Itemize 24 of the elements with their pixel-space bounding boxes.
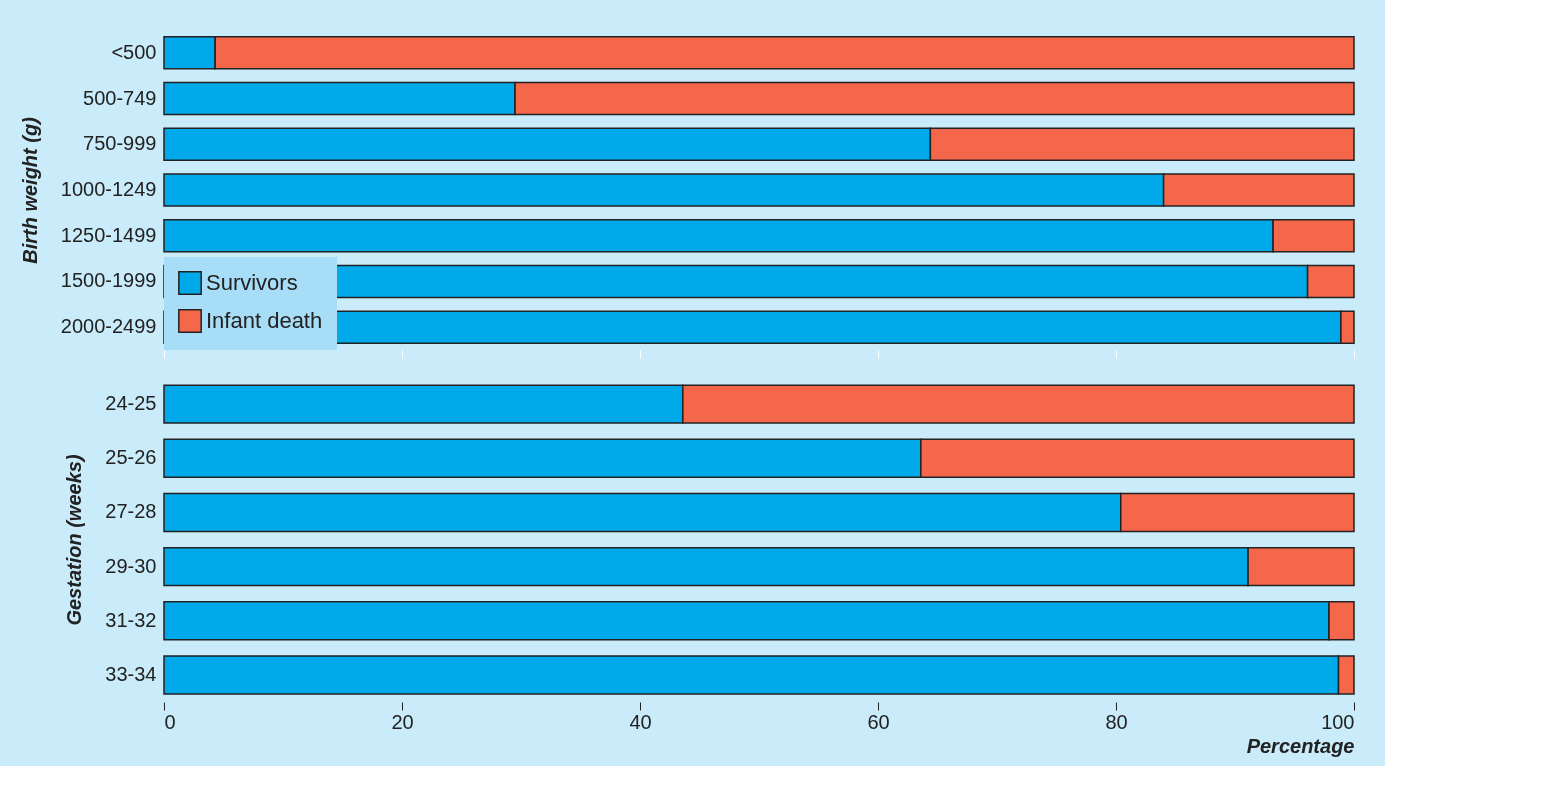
- y-tick-label: 500-749: [83, 86, 157, 109]
- y-tick-label: 31-32: [105, 608, 157, 631]
- y-tick-label: 25-26: [105, 446, 157, 469]
- y-tick-label: 1250-1499: [60, 223, 157, 246]
- x-tick-label: 80: [1105, 710, 1128, 733]
- y-tick-label: 27-28: [105, 500, 157, 523]
- y-tick-label: 2000-2499: [60, 315, 157, 338]
- y-axis-title: Gestation (weeks): [63, 454, 86, 626]
- y-tick-label: 1500-1999: [60, 269, 157, 292]
- y-tick-label: 29-30: [105, 554, 157, 577]
- x-tick-label: 40: [629, 710, 652, 733]
- y-tick-label: 24-25: [105, 392, 157, 415]
- y-tick-label: 1000-1249: [60, 178, 157, 200]
- y-axis-title: Birth weight (g): [18, 116, 41, 264]
- y-tick-label: 750-999: [83, 132, 157, 155]
- y-tick-label: 33-34: [105, 662, 157, 685]
- legend-label: Infant death: [206, 308, 323, 333]
- x-tick-label: 20: [391, 710, 414, 733]
- x-tick-label: 0: [164, 710, 176, 733]
- y-tick-label: <500: [111, 40, 157, 63]
- x-axis-title: Percentage: [1246, 734, 1355, 757]
- x-tick-label: 100: [1321, 710, 1355, 733]
- legend-label: Survivors: [206, 270, 298, 295]
- x-tick-label: 60: [867, 710, 890, 733]
